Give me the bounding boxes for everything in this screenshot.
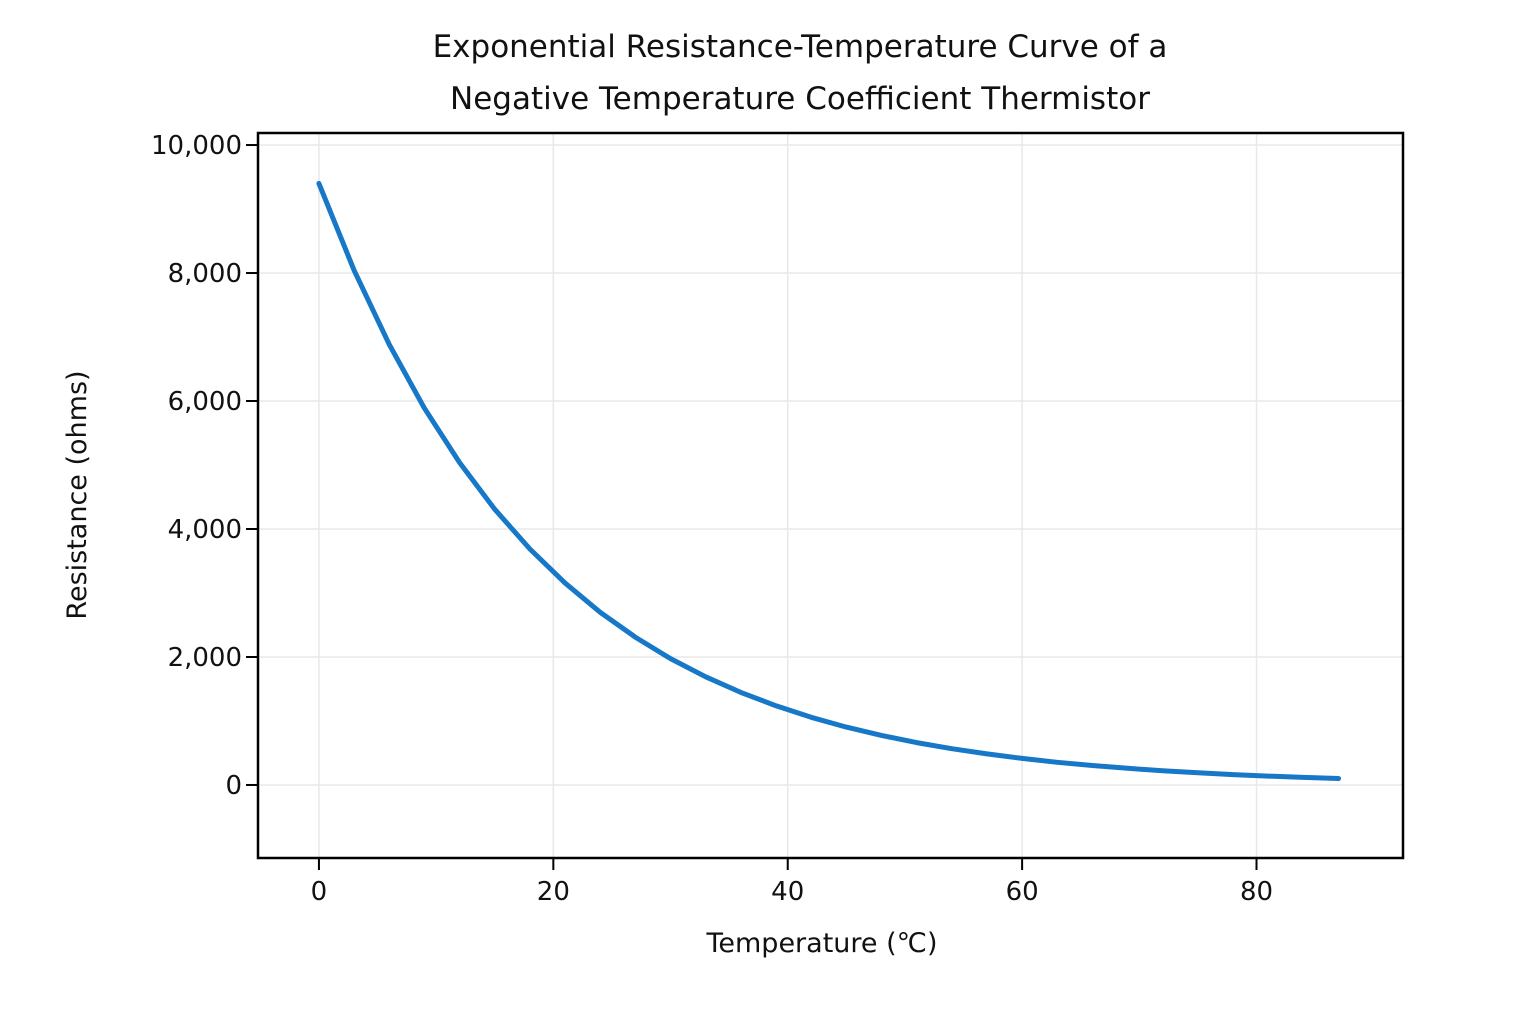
x-tick-label: 20 [537,877,570,907]
plot-border [256,131,1405,860]
resistance-curve [316,180,1341,781]
plot-area [258,133,1403,858]
gridlines [258,133,1403,858]
x-tick-label: 40 [771,877,804,907]
x-axis-label: Temperature (℃) [705,928,937,959]
y-tick-label: 4,000 [168,515,242,545]
axis-ticks [246,144,1258,870]
x-tick-labels: 0 20 40 60 80 [311,877,1273,907]
x-tick-label: 0 [311,877,328,907]
chart-title-line-2: Negative Temperature Coefficient Thermis… [450,81,1150,117]
y-tick-label: 10,000 [151,131,242,161]
y-tick-label: 8,000 [168,259,242,289]
y-axis-label: Resistance (ohms) [62,370,93,619]
y-tick-label: 6,000 [168,387,242,417]
y-tick-label: 2,000 [168,643,242,673]
y-tick-labels: 0 2,000 4,000 6,000 8,000 10,000 [151,131,242,801]
y-tick-label: 0 [225,771,242,801]
x-tick-label: 60 [1006,877,1039,907]
chart-title-line-1: Exponential Resistance-Temperature Curve… [433,29,1168,65]
x-tick-label: 80 [1240,877,1273,907]
